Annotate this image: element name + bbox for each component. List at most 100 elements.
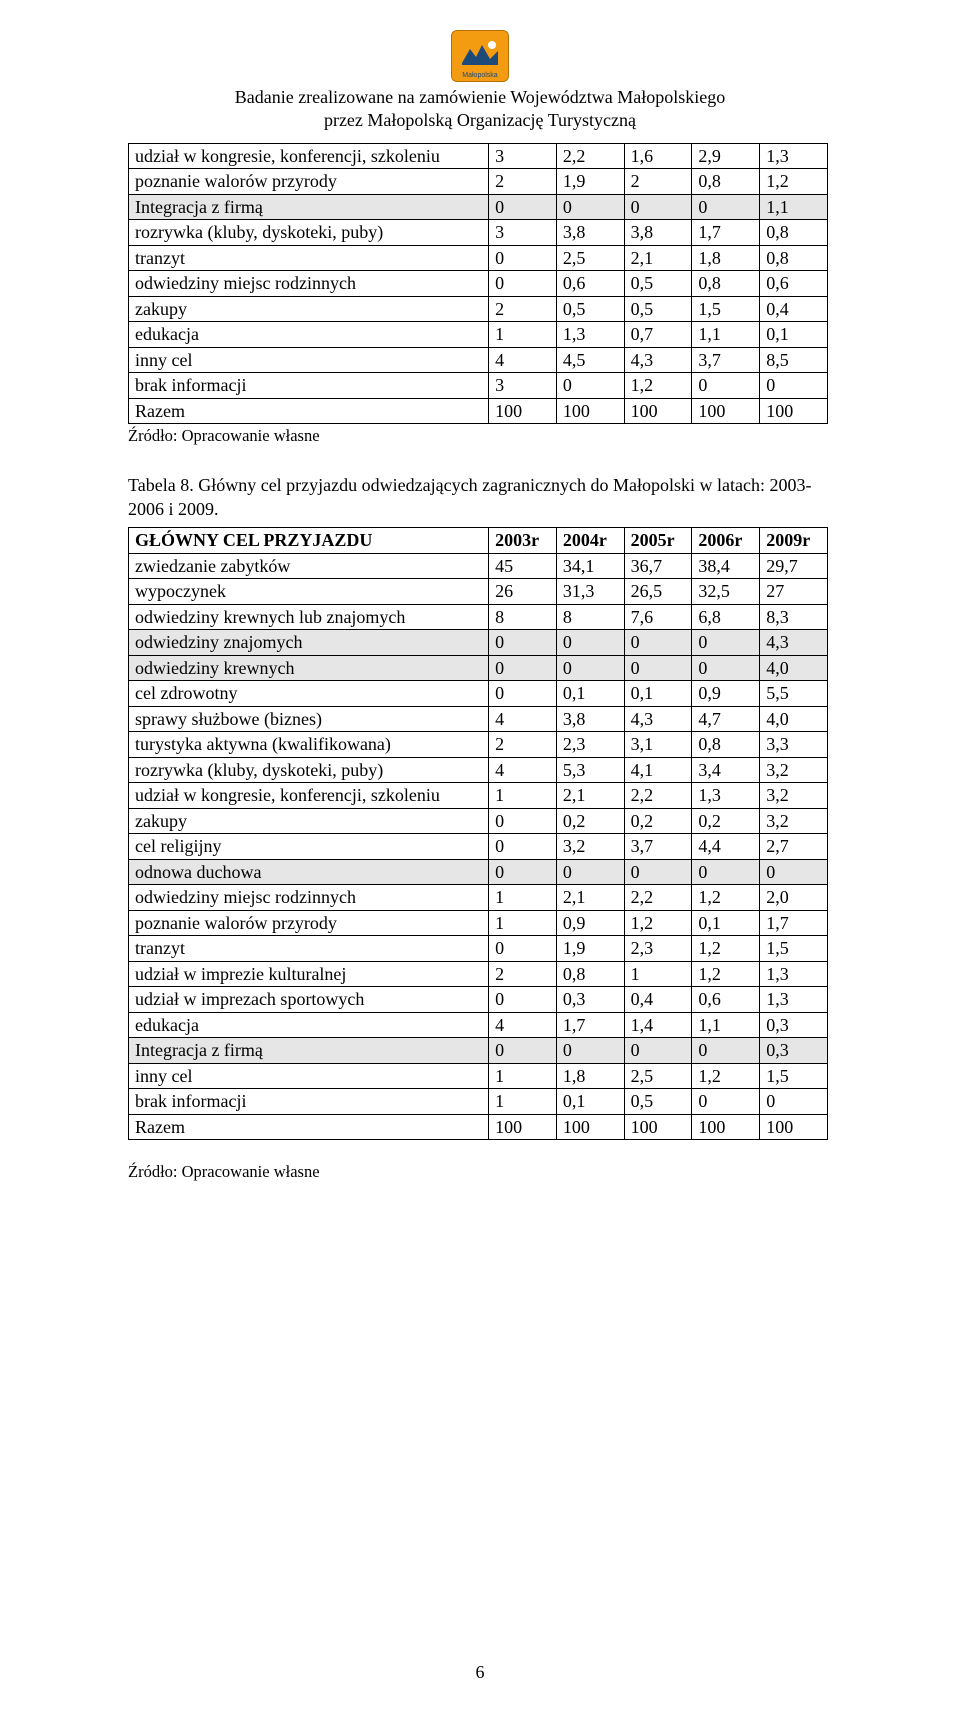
- row-value: 1: [489, 910, 557, 936]
- row-value: 5,3: [556, 757, 624, 783]
- row-value: 1,1: [692, 1012, 760, 1038]
- table-row: odwiedziny znajomych00004,3: [129, 630, 828, 656]
- row-label: inny cel: [129, 1063, 489, 1089]
- row-label: udział w kongresie, konferencji, szkolen…: [129, 783, 489, 809]
- row-value: 100: [624, 1114, 692, 1140]
- row-value: 0,8: [692, 732, 760, 758]
- row-value: 2,7: [760, 834, 828, 860]
- table-row: inny cel11,82,51,21,5: [129, 1063, 828, 1089]
- row-value: 0: [489, 834, 557, 860]
- row-label: odwiedziny krewnych lub znajomych: [129, 604, 489, 630]
- row-value: 0: [489, 245, 557, 271]
- row-value: 2,2: [556, 143, 624, 169]
- row-value: 1,5: [760, 936, 828, 962]
- row-value: 1,8: [692, 245, 760, 271]
- table-row: odnowa duchowa00000: [129, 859, 828, 885]
- row-value: 0,8: [760, 220, 828, 246]
- row-value: 2,1: [556, 885, 624, 911]
- table-row: udział w imprezach sportowych00,30,40,61…: [129, 987, 828, 1013]
- row-value: 0: [556, 859, 624, 885]
- table-1-source: Źródło: Opracowanie własne: [128, 426, 960, 446]
- row-value: 2: [489, 961, 557, 987]
- row-value: 1,5: [760, 1063, 828, 1089]
- row-label: sprawy służbowe (biznes): [129, 706, 489, 732]
- row-value: 100: [556, 1114, 624, 1140]
- row-value: 4: [489, 706, 557, 732]
- row-value: 2,0: [760, 885, 828, 911]
- row-value: 1,9: [556, 936, 624, 962]
- row-label: cel zdrowotny: [129, 681, 489, 707]
- table-row: cel zdrowotny00,10,10,95,5: [129, 681, 828, 707]
- row-value: 1,2: [692, 936, 760, 962]
- row-value: 2: [489, 169, 557, 195]
- table-2-head-row: GŁÓWNY CEL PRZYJAZDU 2003r 2004r 2005r 2…: [129, 528, 828, 554]
- row-value: 8,5: [760, 347, 828, 373]
- table-2-head-label: GŁÓWNY CEL PRZYJAZDU: [129, 528, 489, 554]
- row-value: 1,3: [760, 987, 828, 1013]
- row-value: 3,1: [624, 732, 692, 758]
- table-row: edukacja11,30,71,10,1: [129, 322, 828, 348]
- row-label: zakupy: [129, 808, 489, 834]
- table-2-body: zwiedzanie zabytków4534,136,738,429,7wyp…: [129, 553, 828, 1140]
- row-value: 100: [760, 1114, 828, 1140]
- row-label: zakupy: [129, 296, 489, 322]
- table-row: Integracja z firmą00000,3: [129, 1038, 828, 1064]
- row-value: 0,8: [760, 245, 828, 271]
- row-label: zwiedzanie zabytków: [129, 553, 489, 579]
- table-row: Razem100100100100100: [129, 1114, 828, 1140]
- row-label: poznanie walorów przyrody: [129, 910, 489, 936]
- row-value: 0,9: [692, 681, 760, 707]
- row-value: 8,3: [760, 604, 828, 630]
- row-value: 0: [489, 655, 557, 681]
- row-value: 0: [692, 859, 760, 885]
- row-value: 100: [692, 1114, 760, 1140]
- row-value: 0,2: [624, 808, 692, 834]
- row-value: 0: [624, 655, 692, 681]
- table-row: cel religijny03,23,74,42,7: [129, 834, 828, 860]
- row-value: 4,3: [624, 347, 692, 373]
- row-value: 1: [489, 783, 557, 809]
- row-value: 0: [760, 373, 828, 399]
- header-line-1: Badanie zrealizowane na zamówienie Wojew…: [0, 86, 960, 109]
- table-row: rozrywka (kluby, dyskoteki, puby)45,34,1…: [129, 757, 828, 783]
- table-row: odwiedziny krewnych00004,0: [129, 655, 828, 681]
- row-value: 0: [489, 859, 557, 885]
- row-value: 1,2: [692, 1063, 760, 1089]
- row-value: 27: [760, 579, 828, 605]
- row-label: tranzyt: [129, 936, 489, 962]
- table-row: brak informacji10,10,500: [129, 1089, 828, 1115]
- row-value: 3,8: [556, 220, 624, 246]
- table-row: udział w imprezie kulturalnej20,811,21,3: [129, 961, 828, 987]
- row-label: inny cel: [129, 347, 489, 373]
- table-row: odwiedziny krewnych lub znajomych887,66,…: [129, 604, 828, 630]
- row-value: 0,8: [692, 169, 760, 195]
- row-value: 2,3: [624, 936, 692, 962]
- table-row: zakupy20,50,51,50,4: [129, 296, 828, 322]
- row-value: 0: [624, 859, 692, 885]
- row-value: 0: [556, 655, 624, 681]
- row-value: 0: [489, 1038, 557, 1064]
- row-value: 0: [556, 1038, 624, 1064]
- document-header: Badanie zrealizowane na zamówienie Wojew…: [0, 86, 960, 133]
- row-value: 3,7: [692, 347, 760, 373]
- row-value: 4: [489, 1012, 557, 1038]
- row-value: 8: [556, 604, 624, 630]
- row-value: 3,7: [624, 834, 692, 860]
- table-2-head: GŁÓWNY CEL PRZYJAZDU 2003r 2004r 2005r 2…: [129, 528, 828, 554]
- row-value: 0,4: [624, 987, 692, 1013]
- row-label: Razem: [129, 1114, 489, 1140]
- row-label: wypoczynek: [129, 579, 489, 605]
- table-row: Integracja z firmą00001,1: [129, 194, 828, 220]
- row-value: 0,5: [556, 296, 624, 322]
- row-value: 1,1: [760, 194, 828, 220]
- row-value: 3,2: [760, 757, 828, 783]
- row-value: 2,1: [556, 783, 624, 809]
- row-label: rozrywka (kluby, dyskoteki, puby): [129, 757, 489, 783]
- row-value: 1,1: [692, 322, 760, 348]
- table-row: brak informacji301,200: [129, 373, 828, 399]
- row-value: 0: [489, 936, 557, 962]
- row-value: 1: [489, 885, 557, 911]
- table-2: GŁÓWNY CEL PRZYJAZDU 2003r 2004r 2005r 2…: [128, 527, 828, 1140]
- row-value: 0,8: [556, 961, 624, 987]
- row-value: 6,8: [692, 604, 760, 630]
